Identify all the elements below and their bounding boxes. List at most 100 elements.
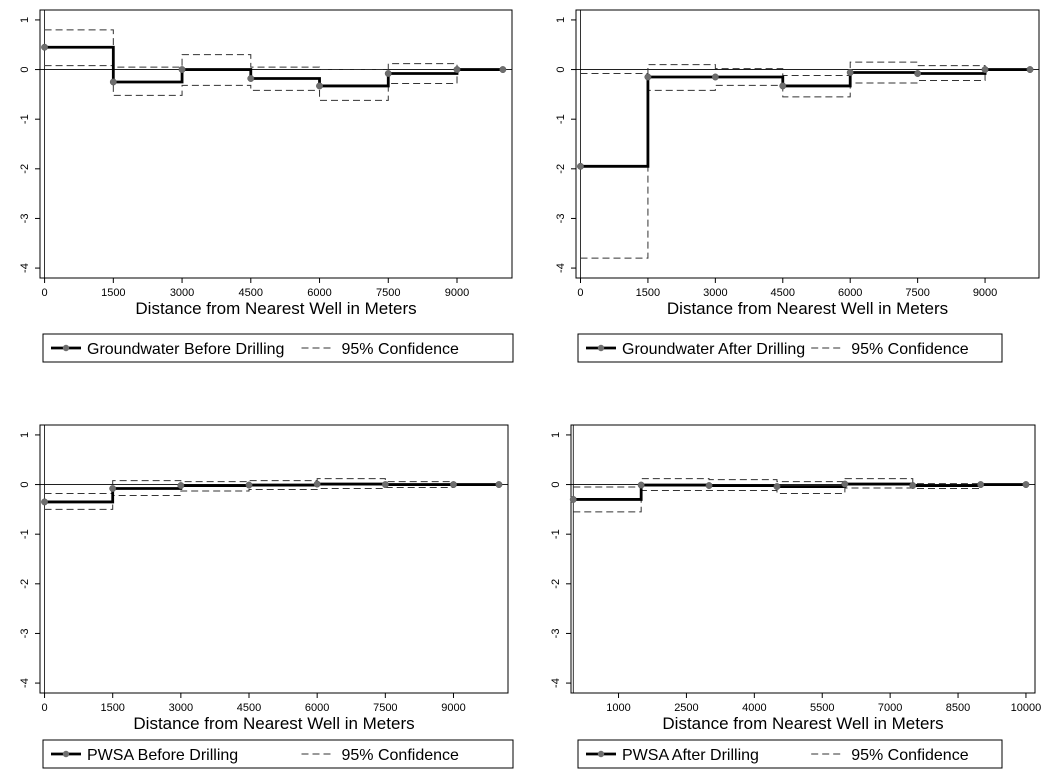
ci-lower-line bbox=[44, 484, 499, 510]
y-tick-label: -1 bbox=[555, 114, 567, 124]
estimate-line bbox=[573, 482, 1026, 501]
x-tick-label: 4500 bbox=[239, 287, 263, 299]
legend-estimate-marker bbox=[62, 750, 70, 758]
estimate-point bbox=[316, 82, 323, 90]
x-axis-title: Distance from Nearest Well in Meters bbox=[662, 714, 943, 733]
estimate-line bbox=[44, 45, 503, 88]
x-tick-label: 7500 bbox=[373, 702, 397, 714]
y-tick-label: -4 bbox=[555, 263, 567, 273]
estimate-point bbox=[569, 495, 577, 503]
y-tick-label: 1 bbox=[555, 17, 567, 23]
y-tick-label: 0 bbox=[19, 481, 31, 487]
estimate-point bbox=[41, 43, 49, 51]
x-tick-label: 6000 bbox=[307, 287, 331, 299]
legend: Groundwater Before Drilling 95% Confidenc… bbox=[42, 333, 514, 363]
estimate-point bbox=[977, 481, 985, 489]
estimate-point bbox=[499, 66, 507, 74]
y-tick-label: -3 bbox=[19, 629, 31, 639]
y-tick-label: 1 bbox=[19, 432, 31, 438]
x-axis-title: Distance from Nearest Well in Meters bbox=[133, 714, 414, 733]
legend: Groundwater After Drilling 95% Confidence bbox=[577, 333, 1003, 363]
legend-box bbox=[577, 739, 1003, 769]
estimate-point bbox=[247, 75, 255, 82]
y-tick-label: -2 bbox=[19, 164, 31, 174]
x-tick-label: 4500 bbox=[237, 702, 261, 714]
legend-estimate-label: PWSA Before Drilling bbox=[87, 747, 238, 764]
x-tick-label: 1500 bbox=[101, 287, 125, 299]
estimate-point bbox=[245, 481, 253, 489]
panel-4: 1 0 -1 -2 -3 -4 1000 2500 4000 5500 7000 8500 10000 D… bbox=[550, 424, 1042, 769]
y-tick-label: 0 bbox=[550, 481, 562, 487]
y-tick-label: -4 bbox=[550, 678, 562, 688]
estimate-point bbox=[109, 78, 117, 86]
x-tick-label: 3000 bbox=[170, 287, 194, 299]
x-tick-label: 1500 bbox=[636, 287, 660, 299]
y-tick-label: 1 bbox=[19, 17, 31, 23]
estimate-point bbox=[779, 82, 787, 90]
x-axis-title: Distance from Nearest Well in Meters bbox=[135, 299, 416, 318]
y-tick-label: -1 bbox=[19, 529, 31, 539]
y-tick-label: -4 bbox=[19, 678, 31, 688]
legend-ci-label: 95% Confidence bbox=[342, 747, 460, 764]
x-tick-label: 10000 bbox=[1011, 702, 1042, 714]
legend-box bbox=[42, 739, 514, 769]
estimate-point bbox=[914, 70, 922, 77]
estimate-point bbox=[981, 66, 989, 74]
legend-estimate-marker bbox=[597, 750, 605, 758]
x-tick-label: 9000 bbox=[445, 287, 469, 299]
estimate-point bbox=[453, 66, 461, 74]
x-tick-label: 8500 bbox=[946, 702, 970, 714]
panel-3: 1 0 -1 -2 -3 -4 0 1500 3000 4500 6000 7500 9000 Dista… bbox=[19, 424, 514, 769]
x-tick-label: 0 bbox=[41, 702, 47, 714]
estimate-point bbox=[313, 480, 321, 488]
x-tick-label: 7000 bbox=[878, 702, 902, 714]
ci-upper-line bbox=[44, 478, 499, 494]
estimate-point bbox=[381, 481, 389, 489]
estimate-point bbox=[109, 485, 117, 492]
x-tick-label: 6000 bbox=[305, 702, 329, 714]
x-tick-label: 3000 bbox=[169, 702, 193, 714]
ci-upper-line bbox=[44, 29, 503, 71]
estimate-point bbox=[177, 482, 185, 489]
estimate-point bbox=[384, 70, 392, 77]
plot-frame bbox=[575, 9, 1040, 279]
plot-frame bbox=[570, 424, 1036, 694]
x-tick-label: 1500 bbox=[100, 702, 124, 714]
y-tick-label: -3 bbox=[19, 214, 31, 224]
y-tick-label: -1 bbox=[19, 114, 31, 124]
legend: PWSA Before Drilling 95% Confidence bbox=[42, 739, 514, 769]
plot-frame bbox=[39, 424, 509, 694]
panel-1: 1 0 -1 -2 -3 -4 0 1500 3000 4500 6000 7500 9000 Dista… bbox=[19, 9, 514, 363]
y-tick-label: 1 bbox=[550, 432, 562, 438]
estimate-point bbox=[711, 73, 719, 81]
estimate-point bbox=[495, 481, 503, 489]
x-tick-label: 0 bbox=[42, 287, 48, 299]
estimate-point bbox=[450, 481, 457, 489]
x-tick-label: 4500 bbox=[771, 287, 795, 299]
legend-estimate-marker bbox=[597, 344, 605, 352]
legend-ci-label: 95% Confidence bbox=[851, 341, 969, 358]
legend-estimate-marker bbox=[62, 344, 70, 352]
panel-2: 1 0 -1 -2 -3 -4 0 1500 3000 4500 6000 7500 9000 Dista… bbox=[555, 9, 1040, 363]
estimate-point bbox=[909, 482, 917, 489]
y-tick-label: -3 bbox=[555, 214, 567, 224]
estimate-point bbox=[705, 482, 713, 489]
estimate-point bbox=[773, 483, 781, 490]
legend-ci-label: 95% Confidence bbox=[342, 341, 460, 358]
y-tick-label: 0 bbox=[19, 66, 31, 72]
y-tick-label: -1 bbox=[550, 529, 562, 539]
x-tick-label: 9000 bbox=[441, 702, 465, 714]
x-tick-label: 0 bbox=[577, 287, 583, 299]
plot-frame bbox=[39, 9, 513, 279]
legend-box bbox=[577, 333, 1003, 363]
x-tick-label: 6000 bbox=[838, 287, 862, 299]
x-tick-label: 3000 bbox=[703, 287, 727, 299]
y-tick-label: -4 bbox=[19, 263, 31, 273]
estimate-point bbox=[1022, 481, 1030, 489]
legend: PWSA After Drilling 95% Confidence bbox=[577, 739, 1003, 769]
y-tick-label: -3 bbox=[550, 629, 562, 639]
x-axis-title: Distance from Nearest Well in Meters bbox=[667, 299, 948, 318]
estimate-point bbox=[841, 480, 849, 488]
